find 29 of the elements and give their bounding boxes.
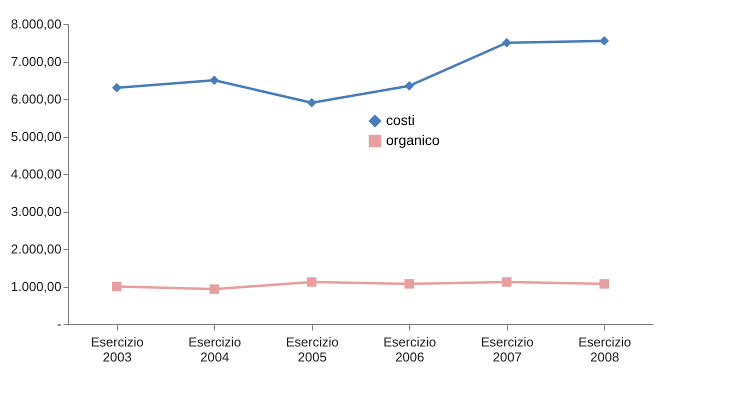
x-tick-label: Esercizio 2007: [480, 334, 534, 364]
point: [502, 38, 512, 48]
x-tick-label: Esercizio 2008: [578, 334, 632, 364]
x-tick-label: Esercizio 2005: [286, 334, 339, 364]
y-tick-label: 4.000,00: [10, 166, 62, 182]
y-tick-label: 6.000,00: [10, 92, 62, 106]
point: [600, 279, 609, 289]
y-tick-label: 5.000,00: [10, 129, 62, 144]
x-tick-label: Esercizio 2003: [90, 334, 144, 364]
y-tick-label: 8.000,00: [10, 16, 62, 32]
x-tick-label: Esercizio 2004: [188, 334, 242, 364]
y-tick-label: 7.000,00: [10, 54, 62, 69]
y-tick-label: 2.000,00: [10, 242, 62, 256]
point: [112, 83, 122, 92]
point: [112, 282, 122, 292]
point: [404, 279, 414, 289]
point: [600, 36, 609, 46]
y-tick-label: 1.000,00: [10, 279, 62, 294]
x-tick-label: Esercizio 2006: [383, 334, 436, 364]
point: [307, 98, 316, 108]
point: [210, 284, 219, 294]
y-tick-label: -: [57, 316, 62, 332]
point: [502, 277, 512, 287]
point: [210, 76, 219, 85]
point: [307, 277, 316, 287]
point: [404, 81, 414, 91]
y-tick-label: 3.000,00: [10, 204, 62, 219]
legend-label: costi: [386, 112, 415, 128]
legend-label: organico: [386, 132, 440, 148]
